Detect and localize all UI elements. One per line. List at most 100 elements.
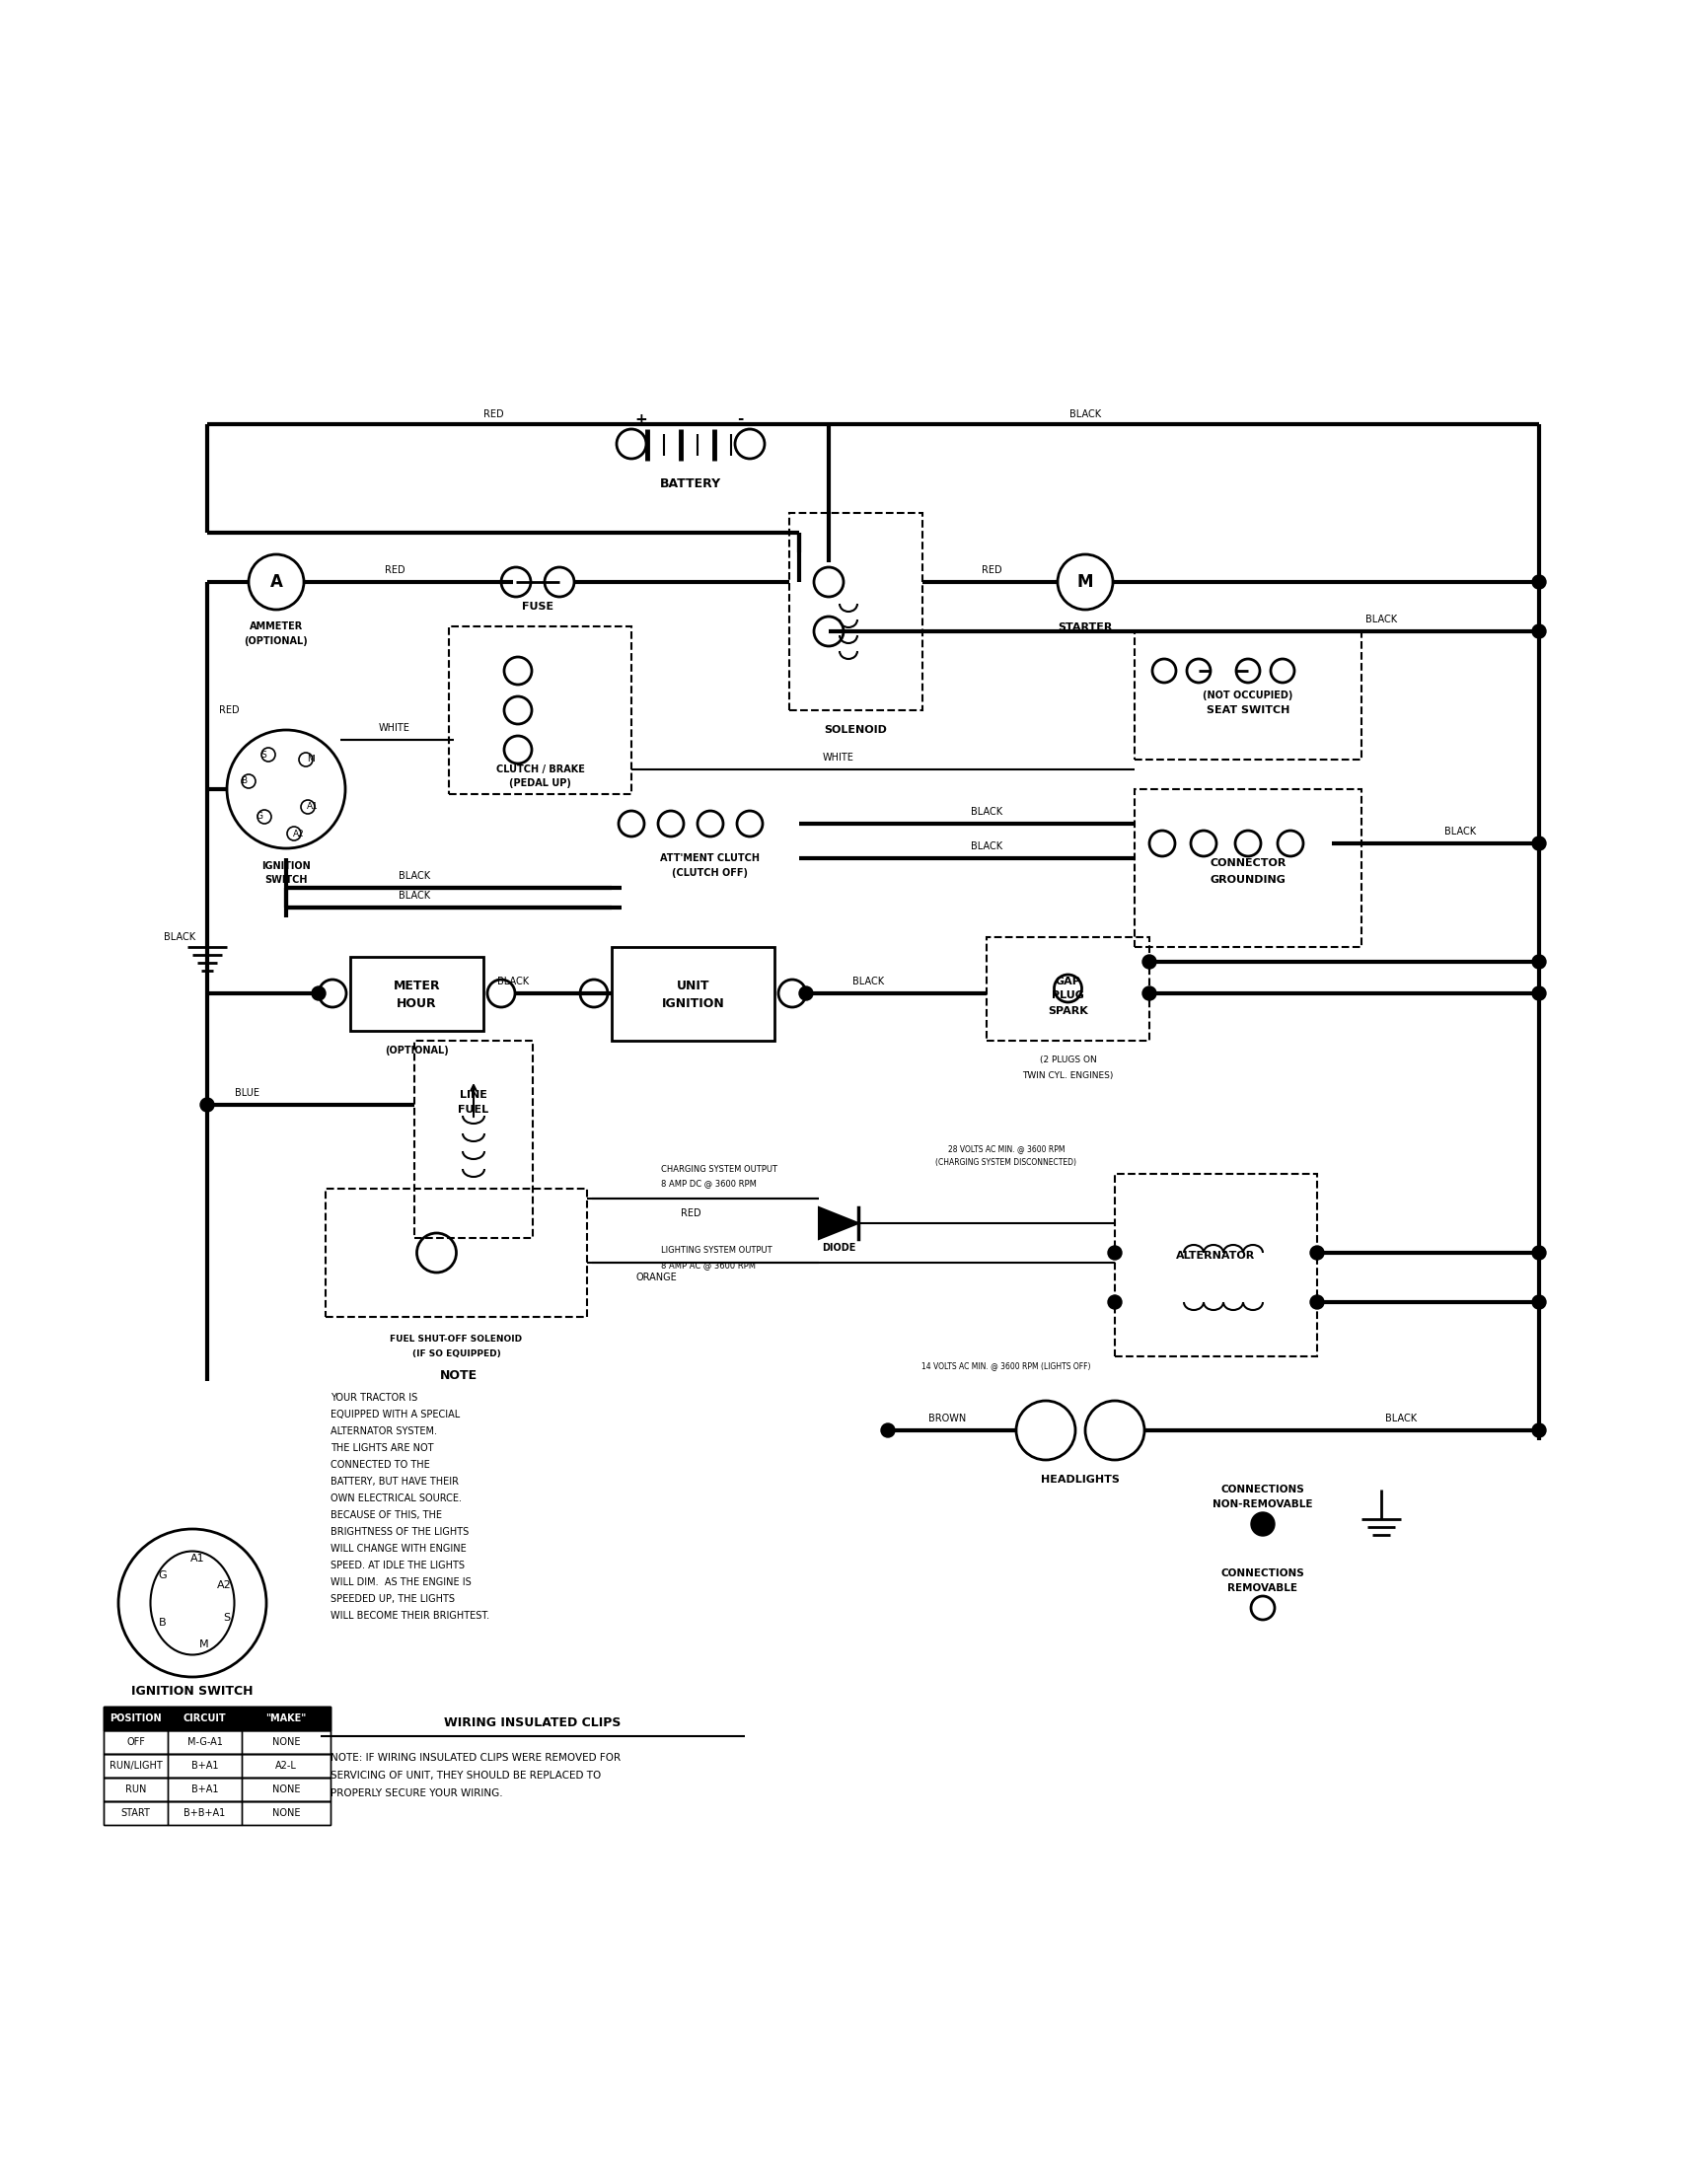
Text: S: S [223,1612,230,1623]
Text: DIODE: DIODE [822,1243,856,1254]
Text: OFF: OFF [127,1736,145,1747]
Bar [242,1778,330,1802]
Bar [242,1802,330,1826]
Bar [167,1730,242,1754]
Text: FUSE: FUSE [523,603,553,612]
Circle shape [1143,987,1157,1000]
Text: IGNITION SWITCH: IGNITION SWITCH [132,1686,254,1699]
Text: FUEL SHUT-OFF SOLENOID: FUEL SHUT-OFF SOLENOID [391,1334,523,1343]
Text: B+A1: B+A1 [191,1760,218,1771]
Text: SOLENOID: SOLENOID [824,725,888,734]
Circle shape [800,987,813,1000]
Text: NONE: NONE [272,1736,301,1747]
Text: WILL CHANGE WITH ENGINE: WILL CHANGE WITH ENGINE [330,1544,467,1553]
Text: BLACK: BLACK [164,933,196,941]
Bar [167,1706,242,1730]
Text: BRIGHTNESS OF THE LIGHTS: BRIGHTNESS OF THE LIGHTS [330,1527,468,1538]
Text: CLUTCH / BRAKE: CLUTCH / BRAKE [495,764,585,775]
Text: M: M [1077,572,1094,592]
Text: M-G-A1: M-G-A1 [188,1736,223,1747]
Text: ALTERNATOR: ALTERNATOR [1177,1249,1255,1260]
Text: "MAKE": "MAKE" [265,1714,306,1723]
Circle shape [1532,1245,1546,1260]
Circle shape [200,1099,215,1112]
Text: CONNECTOR: CONNECTOR [1209,858,1287,867]
Text: (PEDAL UP): (PEDAL UP) [509,778,572,788]
Text: B+A1: B+A1 [191,1784,218,1795]
Bar [1114,1173,1317,1356]
Text: EQUIPPED WITH A SPECIAL: EQUIPPED WITH A SPECIAL [330,1409,460,1420]
Text: BATTERY, BUT HAVE THEIR: BATTERY, BUT HAVE THEIR [330,1476,458,1487]
Text: BLACK: BLACK [971,841,1003,852]
Text: WHITE: WHITE [379,723,411,734]
Text: A2-L: A2-L [276,1760,298,1771]
Text: BLACK: BLACK [399,871,430,880]
Bar [326,1188,587,1317]
Text: A: A [271,572,282,592]
Text: BLACK: BLACK [971,806,1003,817]
Text: UNIT: UNIT [676,981,710,992]
Text: +: + [636,413,648,426]
Text: REMOVABLE: REMOVABLE [1228,1583,1299,1592]
Text: NON-REMOVABLE: NON-REMOVABLE [1212,1500,1312,1509]
Circle shape [1532,836,1546,850]
Text: G: G [255,812,262,821]
Text: BLACK: BLACK [497,976,529,987]
Bar [242,1706,330,1730]
Text: NONE: NONE [272,1808,301,1817]
Bar [448,627,631,795]
Text: CONNECTIONS: CONNECTIONS [1221,1485,1305,1494]
Bar [242,1754,330,1778]
Text: 8 AMP DC @ 3600 RPM: 8 AMP DC @ 3600 RPM [661,1179,756,1188]
Circle shape [1311,1295,1324,1308]
Text: HOUR: HOUR [397,998,436,1011]
Circle shape [1532,574,1546,590]
Text: WIRING INSULATED CLIPS: WIRING INSULATED CLIPS [445,1717,621,1730]
Bar [103,1802,330,1826]
Text: BLACK: BLACK [1069,408,1101,419]
Text: HEADLIGHTS: HEADLIGHTS [1042,1474,1119,1485]
Text: OWN ELECTRICAL SOURCE.: OWN ELECTRICAL SOURCE. [330,1494,462,1503]
Text: START: START [122,1808,150,1817]
Text: LINE: LINE [460,1090,487,1101]
Bar [103,1754,330,1778]
Bar [612,948,774,1042]
Text: SPEEDED UP, THE LIGHTS: SPEEDED UP, THE LIGHTS [330,1594,455,1603]
Text: BLACK: BLACK [399,891,430,900]
Text: RED: RED [484,408,504,419]
Text: YOUR TRACTOR IS: YOUR TRACTOR IS [330,1393,418,1402]
Bar [167,1802,242,1826]
Bar [103,1778,330,1802]
Bar [1135,788,1361,948]
Text: ALTERNATOR SYSTEM.: ALTERNATOR SYSTEM. [330,1426,436,1437]
Bar [103,1754,167,1778]
Circle shape [881,1424,895,1437]
Bar [103,1706,167,1730]
Text: (2 PLUGS ON: (2 PLUGS ON [1040,1057,1096,1066]
Text: ATT'MENT CLUTCH: ATT'MENT CLUTCH [661,854,761,863]
Text: NOTE: IF WIRING INSULATED CLIPS WERE REMOVED FOR: NOTE: IF WIRING INSULATED CLIPS WERE REM… [330,1754,621,1762]
Text: (CHARGING SYSTEM DISCONNECTED): (CHARGING SYSTEM DISCONNECTED) [935,1158,1077,1166]
Text: M: M [308,756,315,764]
Text: BLACK: BLACK [1385,1413,1417,1424]
Text: -: - [737,413,742,426]
Text: THE LIGHTS ARE NOT: THE LIGHTS ARE NOT [330,1444,433,1452]
Bar [103,1778,167,1802]
Text: AMMETER: AMMETER [250,622,303,631]
Text: NOTE: NOTE [440,1369,477,1382]
Bar [986,937,1150,1042]
Text: TWIN CYL. ENGINES): TWIN CYL. ENGINES) [1023,1070,1114,1079]
Text: NONE: NONE [272,1784,301,1795]
Circle shape [1143,954,1157,970]
Text: BECAUSE OF THIS, THE: BECAUSE OF THIS, THE [330,1511,441,1520]
Text: GAP: GAP [1055,976,1081,985]
Text: A1: A1 [306,802,318,810]
Text: RUN/LIGHT: RUN/LIGHT [110,1760,162,1771]
Circle shape [1108,1295,1121,1308]
Text: 8 AMP AC @ 3600 RPM: 8 AMP AC @ 3600 RPM [661,1260,756,1271]
Bar [103,1730,167,1754]
Text: (OPTIONAL): (OPTIONAL) [244,636,308,646]
Text: WILL BECOME THEIR BRIGHTEST.: WILL BECOME THEIR BRIGHTEST. [330,1612,489,1621]
Text: SWITCH: SWITCH [265,876,308,885]
Text: S: S [260,749,265,760]
